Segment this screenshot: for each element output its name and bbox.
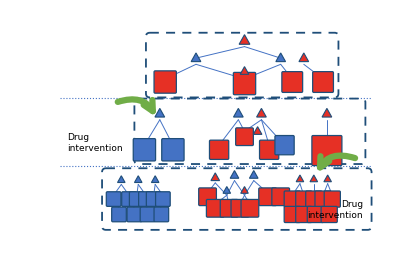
FancyBboxPatch shape [275,135,294,155]
FancyBboxPatch shape [162,139,184,161]
Polygon shape [211,173,220,181]
FancyBboxPatch shape [312,72,333,92]
FancyBboxPatch shape [210,140,229,159]
Polygon shape [155,108,165,117]
Polygon shape [234,108,243,117]
Text: Drug
intervention: Drug intervention [67,133,123,153]
Polygon shape [239,35,250,44]
Polygon shape [299,53,309,62]
Polygon shape [296,175,304,182]
FancyBboxPatch shape [321,206,337,223]
FancyBboxPatch shape [259,188,276,206]
Polygon shape [240,67,249,74]
Polygon shape [324,175,331,182]
FancyBboxPatch shape [220,199,238,217]
FancyBboxPatch shape [129,192,144,206]
FancyBboxPatch shape [155,192,170,206]
FancyBboxPatch shape [236,128,253,146]
Polygon shape [257,108,266,117]
FancyBboxPatch shape [154,207,169,222]
FancyBboxPatch shape [139,192,153,206]
Polygon shape [191,53,201,62]
Polygon shape [310,175,318,182]
FancyBboxPatch shape [146,192,161,206]
FancyBboxPatch shape [133,139,155,161]
FancyBboxPatch shape [282,72,303,92]
FancyBboxPatch shape [324,191,340,207]
Polygon shape [276,53,286,62]
FancyBboxPatch shape [284,191,300,207]
FancyBboxPatch shape [127,207,142,222]
Text: Drug
intervention: Drug intervention [307,200,363,219]
FancyBboxPatch shape [296,191,312,207]
FancyBboxPatch shape [272,188,289,206]
FancyBboxPatch shape [112,207,126,222]
FancyBboxPatch shape [199,188,216,206]
Polygon shape [223,186,231,193]
Polygon shape [230,171,239,178]
FancyBboxPatch shape [241,199,259,217]
Polygon shape [134,176,142,183]
FancyBboxPatch shape [306,191,322,207]
FancyBboxPatch shape [206,199,224,217]
FancyBboxPatch shape [140,207,155,222]
FancyBboxPatch shape [307,206,323,223]
FancyBboxPatch shape [315,191,331,207]
Polygon shape [241,186,248,193]
FancyBboxPatch shape [154,71,176,93]
Polygon shape [253,127,262,134]
FancyBboxPatch shape [234,72,256,95]
FancyBboxPatch shape [231,199,249,217]
FancyBboxPatch shape [106,192,121,206]
Polygon shape [249,171,258,178]
Polygon shape [118,176,125,183]
FancyBboxPatch shape [284,206,300,223]
FancyBboxPatch shape [122,192,136,206]
FancyBboxPatch shape [260,140,279,159]
Polygon shape [322,108,332,117]
FancyBboxPatch shape [296,206,312,223]
FancyBboxPatch shape [312,135,342,166]
Polygon shape [152,176,159,183]
